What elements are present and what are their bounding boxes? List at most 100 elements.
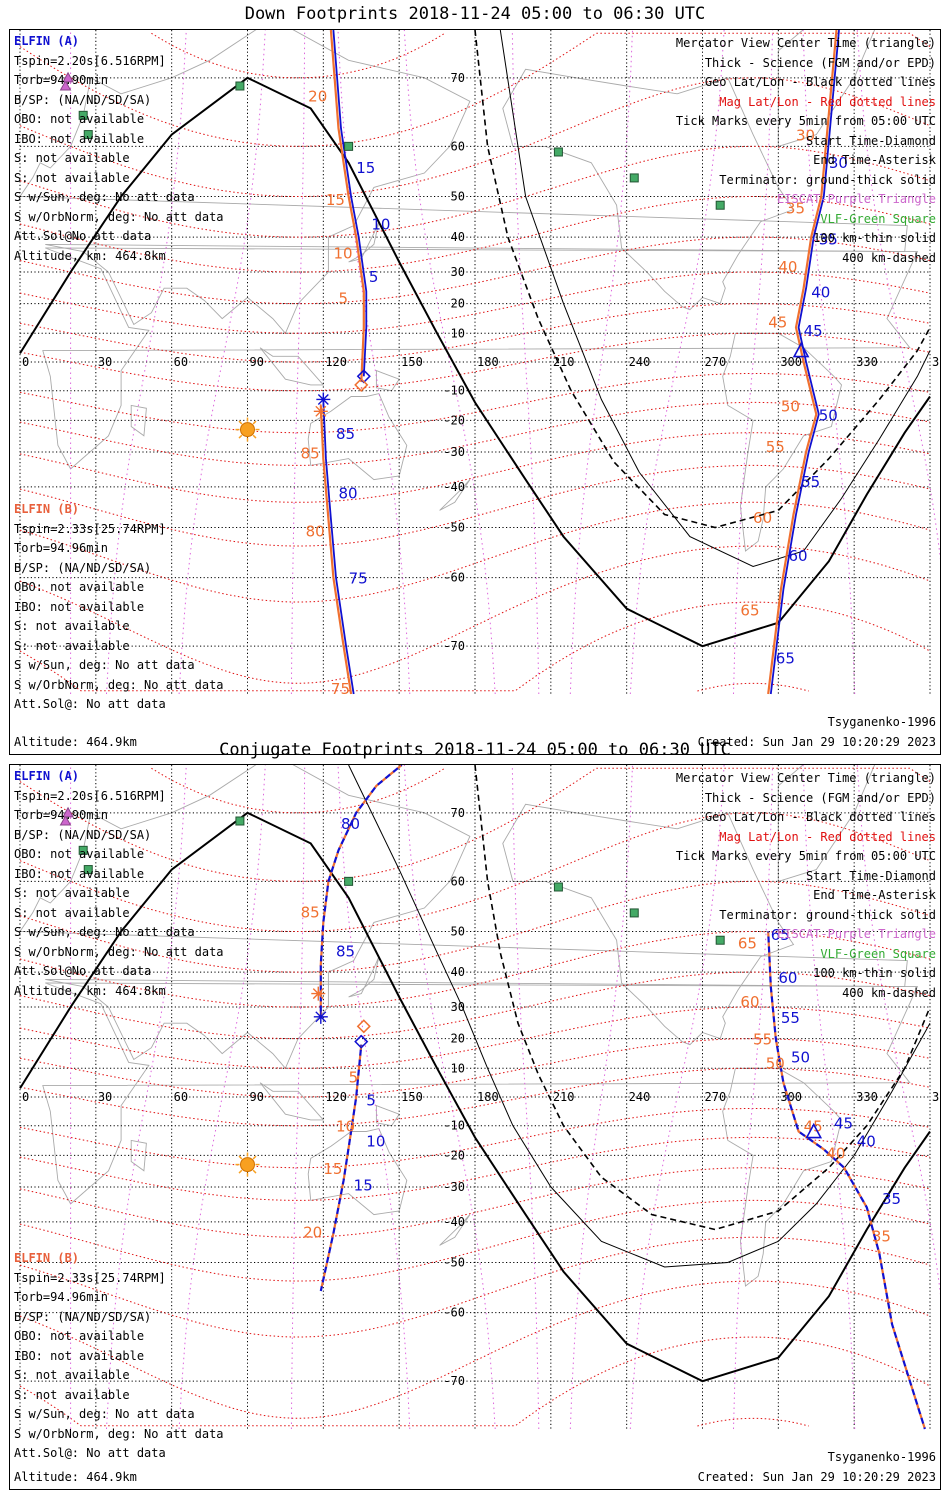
- mag-lat-line: [19, 1136, 931, 1201]
- down-footprints-panel: 0 30 60 90 120 150 180 210 240 270 300 330 360 70 60 50…: [9, 29, 941, 755]
- coastline: [19, 765, 908, 1070]
- lat-tick-label: -30: [443, 1180, 465, 1194]
- elfin-a-time-label: 60: [778, 969, 797, 987]
- center-time-triangle: [792, 341, 810, 358]
- elfin-a-time-label: 15: [354, 1176, 373, 1194]
- elfin-b-time-label: 5: [349, 1069, 359, 1087]
- coastline: [375, 369, 400, 392]
- mag-lon-line: [856, 765, 940, 1295]
- legend-item: Tick Marks every 5min from 05:00 UTC: [675, 114, 936, 128]
- elfin-b-line: S: not available: [14, 638, 130, 653]
- elfin-a-header: ELFIN (A): [14, 34, 80, 48]
- coastline: [439, 479, 471, 511]
- elfin-a-line: B/SP: (NA/ND/SD/SA): [14, 92, 152, 107]
- mag-lon-line: [337, 30, 411, 695]
- legend-item: 400 km-dashed: [842, 985, 936, 1000]
- elfin-a-time-label: 10: [366, 1132, 385, 1150]
- footprint-map: 0 30 60 90 120 150 180 210 240 270 300 330 360 70 60 50…: [19, 30, 940, 698]
- coastline: [439, 1214, 471, 1246]
- elfin-a-line: Att.Sol@No att data: [14, 964, 152, 978]
- lat-tick-label: 60: [451, 874, 465, 888]
- elfin-a-line: S w/Sun, deg: No att data: [14, 925, 195, 939]
- sun-ray: [252, 434, 257, 439]
- elfin-a-line: IBO: not available: [14, 131, 145, 146]
- elfin-b-track: [767, 931, 926, 1430]
- legend-item: Thick - Science (FGM and/or EPD): [704, 55, 936, 70]
- lon-tick-label: 210: [553, 1090, 575, 1104]
- lon-tick-label: 120: [325, 355, 347, 369]
- lon-tick-label: 0: [22, 355, 29, 369]
- elfin-b-time-label: 40: [826, 1144, 845, 1162]
- legend-item: Mag Lat/Lon - Red dotted lines: [719, 94, 936, 109]
- elfin-a-time-label: 85: [336, 943, 355, 961]
- legend-item: 400 km-dashed: [842, 250, 936, 265]
- elfin-a-time-label: 80: [341, 815, 360, 833]
- coastline: [375, 1104, 400, 1127]
- elfin-a-time-label: 10: [371, 216, 390, 234]
- conjugate-footprints-panel: 0 30 60 90 120 150 180 210 240 270 300 330 360 70 60 50…: [9, 764, 941, 1490]
- lon-tick-label: 330: [856, 355, 878, 369]
- elfin-a-line: S w/OrbNorm, deg: No att data: [14, 209, 224, 224]
- lat-tick-label: -40: [443, 480, 465, 494]
- legend-item: EISCAT-Purple Triangle: [777, 927, 936, 941]
- elfin-b-time-label: 55: [753, 1031, 772, 1049]
- elfin-a-line: S: not available: [14, 151, 130, 165]
- terminator-100km: [348, 765, 931, 1268]
- end-time-asterisk: [311, 986, 326, 1001]
- mag-lat-line: [19, 880, 931, 973]
- coastline: [259, 1082, 325, 1121]
- end-time-asterisk: [316, 392, 331, 407]
- elfin-b-altitude: Altitude: 464.9km: [14, 1469, 137, 1484]
- legend-item: 100 km-thin solid: [813, 966, 936, 980]
- lat-tick-label: -10: [443, 1119, 465, 1133]
- lat-tick-label: -10: [443, 384, 465, 398]
- elfin-a-time-label: 40: [857, 1132, 876, 1150]
- lat-tick-label: -60: [443, 571, 465, 585]
- lon-tick-label: 60: [174, 355, 188, 369]
- mag-lat-line: [19, 767, 931, 882]
- map-legend: Mercator View Center Time (triangle) Thi…: [676, 769, 936, 1003]
- lat-tick-label: -70: [443, 1374, 465, 1388]
- model-footer: Tsyganenko-1996 Created: Sun Jan 29 10:2…: [698, 1448, 936, 1487]
- mag-lon-line: [569, 765, 633, 1430]
- lat-tick-label: 20: [451, 1032, 465, 1046]
- coastline: [130, 1139, 147, 1172]
- start-time-diamond: [354, 1034, 369, 1049]
- elfin-a-time-label: 65: [771, 926, 790, 944]
- elfin-a-time-label: 75: [349, 569, 368, 587]
- lon-tick-label: 150: [401, 355, 423, 369]
- elfin-b-line: S: not available: [14, 1368, 130, 1382]
- lat-tick-label: 60: [451, 139, 465, 153]
- elfin-a-time-label: 5: [369, 268, 379, 286]
- mag-lon-line: [337, 765, 411, 1430]
- mag-lat-line: [19, 401, 931, 466]
- elfin-b-line: IBO: not available: [14, 599, 145, 614]
- terminator-400km: [474, 30, 931, 529]
- vlf-site-marker: [553, 882, 563, 892]
- elfin-a-line: S w/OrbNorm, deg: No att data: [14, 944, 224, 959]
- elfin-b-line: Torb=94.96min: [14, 1290, 108, 1304]
- elfin-b-line: Att.Sol@: No att data: [14, 1446, 166, 1460]
- mag-lat-line: [19, 971, 931, 1040]
- lon-tick-label: 300: [780, 1090, 802, 1104]
- elfin-b-time-label: 15: [323, 1160, 342, 1178]
- center-time-triangle: [805, 1122, 823, 1139]
- vlf-site-marker: [629, 908, 639, 918]
- elfin-a-line: OBO: not available: [14, 112, 145, 126]
- lat-tick-label: 70: [451, 71, 465, 85]
- elfin-b-time-label: 10: [333, 245, 352, 263]
- elfin-b-time-label: 40: [778, 258, 797, 276]
- elfin-a-time-label: 35: [819, 230, 838, 248]
- elfin-b-time-label: 85: [301, 445, 320, 463]
- elfin-a-line: Altitude, km: 464.8km: [14, 983, 166, 998]
- elfin-a-time-label: 80: [339, 484, 358, 502]
- panel-title: Down Footprints 2018-11-24 05:00 to 06:3…: [244, 4, 706, 24]
- lat-tick-label: 40: [451, 230, 465, 244]
- coastline: [722, 1067, 842, 1287]
- vlf-site-marker: [235, 816, 245, 826]
- mag-lon-line: [403, 765, 496, 1430]
- lat-tick-label: -40: [443, 1215, 465, 1229]
- elfin-a-line: S w/Sun, deg: No att data: [14, 190, 195, 204]
- mag-lat-line: [19, 236, 931, 305]
- mag-lon-line: [629, 30, 725, 695]
